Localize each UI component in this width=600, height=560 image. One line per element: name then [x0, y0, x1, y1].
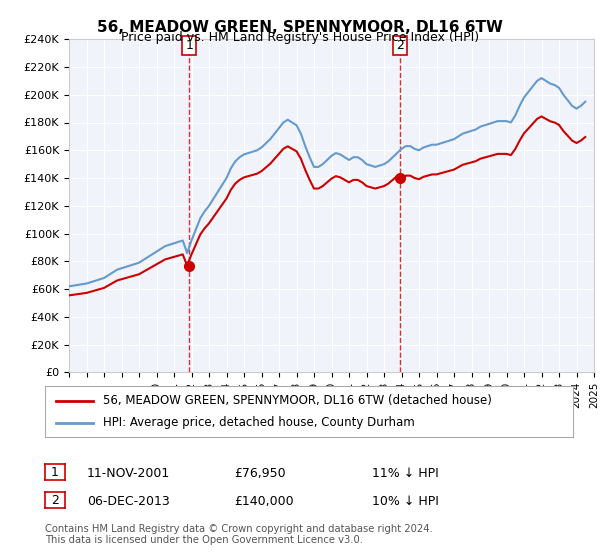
- Text: 11% ↓ HPI: 11% ↓ HPI: [372, 466, 439, 480]
- Text: 11-NOV-2001: 11-NOV-2001: [87, 466, 170, 480]
- Text: 2: 2: [51, 493, 59, 507]
- Text: 10% ↓ HPI: 10% ↓ HPI: [372, 494, 439, 508]
- Text: Contains HM Land Registry data © Crown copyright and database right 2024.
This d: Contains HM Land Registry data © Crown c…: [45, 524, 433, 545]
- Text: Price paid vs. HM Land Registry's House Price Index (HPI): Price paid vs. HM Land Registry's House …: [121, 31, 479, 44]
- Text: 1: 1: [51, 465, 59, 479]
- Text: £76,950: £76,950: [234, 466, 286, 480]
- Text: £140,000: £140,000: [234, 494, 293, 508]
- Text: 2: 2: [396, 39, 404, 52]
- Text: 56, MEADOW GREEN, SPENNYMOOR, DL16 6TW: 56, MEADOW GREEN, SPENNYMOOR, DL16 6TW: [97, 20, 503, 35]
- Text: 1: 1: [185, 39, 193, 52]
- Text: HPI: Average price, detached house, County Durham: HPI: Average price, detached house, Coun…: [103, 416, 415, 429]
- Text: 56, MEADOW GREEN, SPENNYMOOR, DL16 6TW (detached house): 56, MEADOW GREEN, SPENNYMOOR, DL16 6TW (…: [103, 394, 492, 407]
- Text: 06-DEC-2013: 06-DEC-2013: [87, 494, 170, 508]
